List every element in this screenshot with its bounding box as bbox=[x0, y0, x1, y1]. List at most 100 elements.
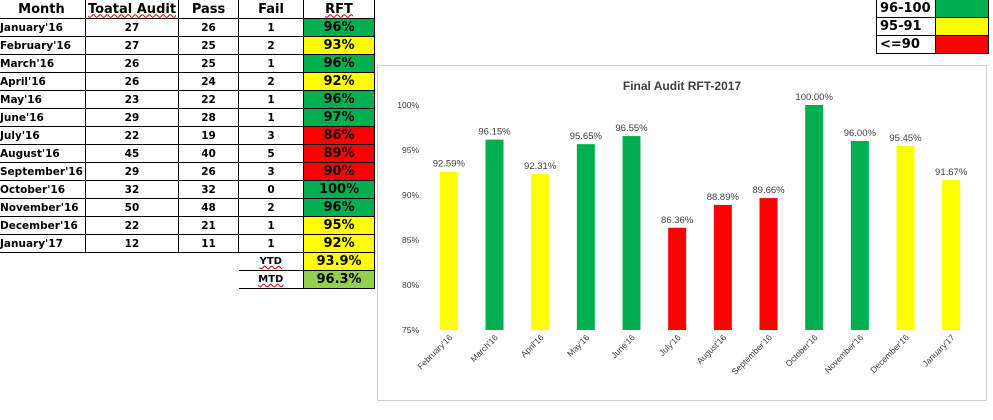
total-audit-cell: 45 bbox=[85, 144, 180, 163]
pass-cell: 40 bbox=[178, 144, 240, 163]
data-label: 100.00% bbox=[795, 92, 833, 103]
bar bbox=[576, 144, 595, 330]
total-audit-cell: 22 bbox=[85, 216, 180, 235]
data-label: 96.55% bbox=[615, 123, 648, 134]
header-rft: RFT bbox=[303, 0, 376, 19]
fail-cell: 1 bbox=[238, 108, 305, 127]
y-tick-label: 90% bbox=[402, 190, 419, 200]
month-cell: January'17 bbox=[0, 234, 86, 253]
fail-cell: 1 bbox=[238, 54, 305, 73]
table-row: March'16 26 25 1 96% bbox=[0, 54, 376, 73]
pass-cell: 22 bbox=[178, 90, 240, 109]
bar bbox=[805, 105, 824, 330]
legend-label: 95-91 bbox=[876, 17, 936, 36]
table-row: August'16 45 40 5 89% bbox=[0, 144, 376, 163]
rft-cell: 97% bbox=[303, 108, 376, 127]
rft-cell: 93% bbox=[303, 36, 376, 55]
legend-label: 96-100 bbox=[876, 0, 936, 18]
header-total-audit: Toatal Audit bbox=[85, 0, 180, 19]
month-cell: July'16 bbox=[0, 126, 86, 145]
pass-cell: 24 bbox=[178, 72, 240, 91]
mtd-label: MTD bbox=[238, 270, 305, 289]
legend-row: 95-91 bbox=[876, 17, 989, 36]
rft-cell: 92% bbox=[303, 234, 376, 253]
table-row: November'16 50 48 2 96% bbox=[0, 198, 376, 217]
fail-cell: 2 bbox=[238, 72, 305, 91]
table-row: June'16 29 28 1 97% bbox=[0, 108, 376, 127]
x-tick-label: August'16 bbox=[695, 332, 729, 366]
total-audit-cell: 27 bbox=[85, 18, 180, 37]
legend-row: <=90 bbox=[876, 35, 989, 54]
legend-swatch bbox=[935, 35, 989, 54]
bar bbox=[759, 198, 778, 330]
month-cell: November'16 bbox=[0, 198, 86, 217]
ytd-label-text: YTD bbox=[259, 256, 282, 267]
fail-cell: 0 bbox=[238, 180, 305, 199]
ytd-value: 93.9% bbox=[303, 252, 376, 271]
ytd-label: YTD bbox=[238, 252, 305, 271]
bar-series: 92.59% 96.15% 92.31% 95.65% 96.55% 86.36% 88.8… bbox=[433, 92, 968, 330]
y-tick-label: 85% bbox=[402, 235, 419, 245]
fail-cell: 2 bbox=[238, 198, 305, 217]
mtd-spacer bbox=[0, 271, 239, 289]
bar bbox=[531, 174, 550, 330]
data-label: 95.45% bbox=[889, 133, 922, 144]
fail-cell: 1 bbox=[238, 216, 305, 235]
table-row: May'16 23 22 1 96% bbox=[0, 90, 376, 109]
y-axis: 75% 80% 85% 90% 95% 100% bbox=[397, 100, 419, 335]
total-audit-cell: 26 bbox=[85, 54, 180, 73]
rft-cell: 96% bbox=[303, 54, 376, 73]
data-label: 96.00% bbox=[844, 128, 877, 139]
fail-cell: 3 bbox=[238, 162, 305, 181]
month-cell: September'16 bbox=[0, 162, 86, 181]
table-row: January'16 27 26 1 96% bbox=[0, 18, 376, 37]
month-cell: December'16 bbox=[0, 216, 86, 235]
data-label: 86.36% bbox=[661, 215, 694, 226]
bar bbox=[942, 179, 961, 330]
y-tick-label: 100% bbox=[397, 100, 419, 110]
total-audit-cell: 50 bbox=[85, 198, 180, 217]
data-label: 96.15% bbox=[478, 127, 511, 138]
fail-cell: 2 bbox=[238, 36, 305, 55]
data-label: 91.67% bbox=[935, 167, 968, 178]
x-tick-label: April'16 bbox=[519, 332, 546, 359]
pass-cell: 28 bbox=[178, 108, 240, 127]
month-cell: October'16 bbox=[0, 180, 86, 199]
total-audit-cell: 32 bbox=[85, 180, 180, 199]
pass-cell: 26 bbox=[178, 18, 240, 37]
bar bbox=[485, 139, 504, 330]
bar bbox=[439, 171, 458, 330]
x-tick-label: July'16 bbox=[657, 332, 683, 358]
pass-cell: 25 bbox=[178, 54, 240, 73]
rft-cell: 86% bbox=[303, 126, 376, 145]
rft-cell: 100% bbox=[303, 180, 376, 199]
x-tick-label: May'16 bbox=[565, 332, 591, 358]
pass-cell: 21 bbox=[178, 216, 240, 235]
pass-cell: 19 bbox=[178, 126, 240, 145]
fail-cell: 5 bbox=[238, 144, 305, 163]
chart-title: Final Audit RFT-2017 bbox=[623, 79, 742, 93]
header-fail: Fail bbox=[238, 0, 305, 19]
total-audit-cell: 29 bbox=[85, 162, 180, 181]
x-tick-label: February'16 bbox=[415, 332, 454, 371]
month-cell: June'16 bbox=[0, 108, 86, 127]
fail-cell: 3 bbox=[238, 126, 305, 145]
header-total-audit-text: Toatal Audit bbox=[87, 1, 177, 17]
x-tick-label: March'16 bbox=[468, 332, 500, 364]
legend-swatch bbox=[935, 0, 989, 18]
total-audit-cell: 22 bbox=[85, 126, 180, 145]
rft-cell: 95% bbox=[303, 216, 376, 235]
pass-cell: 48 bbox=[178, 198, 240, 217]
table-row: April'16 26 24 2 92% bbox=[0, 72, 376, 91]
bar bbox=[850, 141, 869, 330]
rft-cell: 96% bbox=[303, 198, 376, 217]
data-label: 95.65% bbox=[570, 131, 603, 142]
pass-cell: 26 bbox=[178, 162, 240, 181]
mtd-row: MTD 96.3% bbox=[0, 270, 376, 289]
total-audit-cell: 27 bbox=[85, 36, 180, 55]
legend-body: 96-100 95-91 <=90 bbox=[876, 0, 989, 54]
table-body: January'16 27 26 1 96% February'16 27 25 2 93% Mar… bbox=[0, 18, 376, 253]
rft-cell: 96% bbox=[303, 18, 376, 37]
table-row: September'16 29 26 3 90% bbox=[0, 162, 376, 181]
total-audit-cell: 23 bbox=[85, 90, 180, 109]
